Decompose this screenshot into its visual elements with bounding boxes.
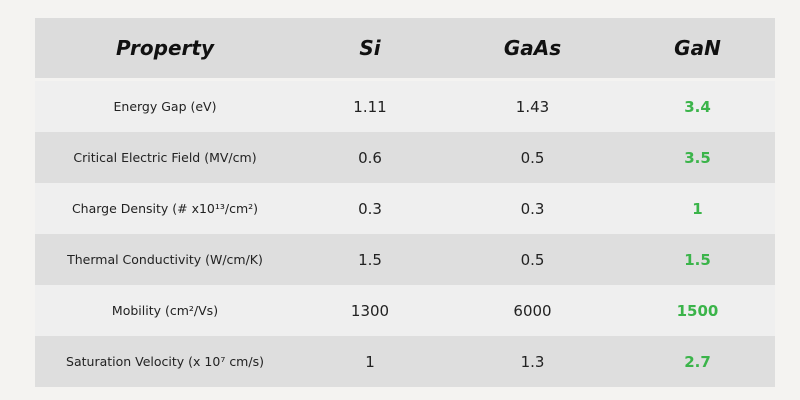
value-cell: 1.5	[620, 234, 775, 285]
table-body: Energy Gap (eV) 1.11 1.43 3.4 Critical Elect…	[35, 78, 775, 387]
value-cell: 0.3	[445, 183, 620, 234]
value-cell: 1	[295, 336, 445, 387]
value-cell: 1.11	[295, 81, 445, 132]
table-row: Charge Density (# x10¹³/cm²) 0.3 0.3 1	[35, 183, 775, 234]
property-cell: Critical Electric Field (MV/cm)	[35, 132, 295, 183]
row-gap	[35, 78, 775, 81]
table-row: Mobility (cm²/Vs) 1300 6000 1500	[35, 285, 775, 336]
header-cell: Si	[295, 18, 445, 78]
table-row: Thermal Conductivity (W/cm/K) 1.5 0.5 1.5	[35, 234, 775, 285]
header-cell: GaAs	[445, 18, 620, 78]
value-cell: 1500	[620, 285, 775, 336]
value-cell: 0.3	[295, 183, 445, 234]
header-cell: GaN	[620, 18, 775, 78]
comparison-table: Property Si GaAs GaN Energy Gap (eV) 1.11 1.4…	[35, 18, 775, 387]
table-row: Energy Gap (eV) 1.11 1.43 3.4	[35, 81, 775, 132]
value-cell: 0.5	[445, 132, 620, 183]
value-cell: 1300	[295, 285, 445, 336]
property-cell: Saturation Velocity (x 10⁷ cm/s)	[35, 336, 295, 387]
header-row: Property Si GaAs GaN	[35, 18, 775, 78]
value-cell: 1.3	[445, 336, 620, 387]
property-cell: Thermal Conductivity (W/cm/K)	[35, 234, 295, 285]
value-cell: 0.5	[445, 234, 620, 285]
property-cell: Charge Density (# x10¹³/cm²)	[35, 183, 295, 234]
value-cell: 3.5	[620, 132, 775, 183]
value-cell: 3.4	[620, 81, 775, 132]
table-row: Critical Electric Field (MV/cm) 0.6 0.5 3.5	[35, 132, 775, 183]
value-cell: 2.7	[620, 336, 775, 387]
gap-cell	[35, 78, 775, 81]
value-cell: 1.5	[295, 234, 445, 285]
table-row: Saturation Velocity (x 10⁷ cm/s) 1 1.3 2.7	[35, 336, 775, 387]
value-cell: 0.6	[295, 132, 445, 183]
value-cell: 6000	[445, 285, 620, 336]
value-cell: 1	[620, 183, 775, 234]
property-cell: Mobility (cm²/Vs)	[35, 285, 295, 336]
header-cell: Property	[35, 18, 295, 78]
property-cell: Energy Gap (eV)	[35, 81, 295, 132]
value-cell: 1.43	[445, 81, 620, 132]
